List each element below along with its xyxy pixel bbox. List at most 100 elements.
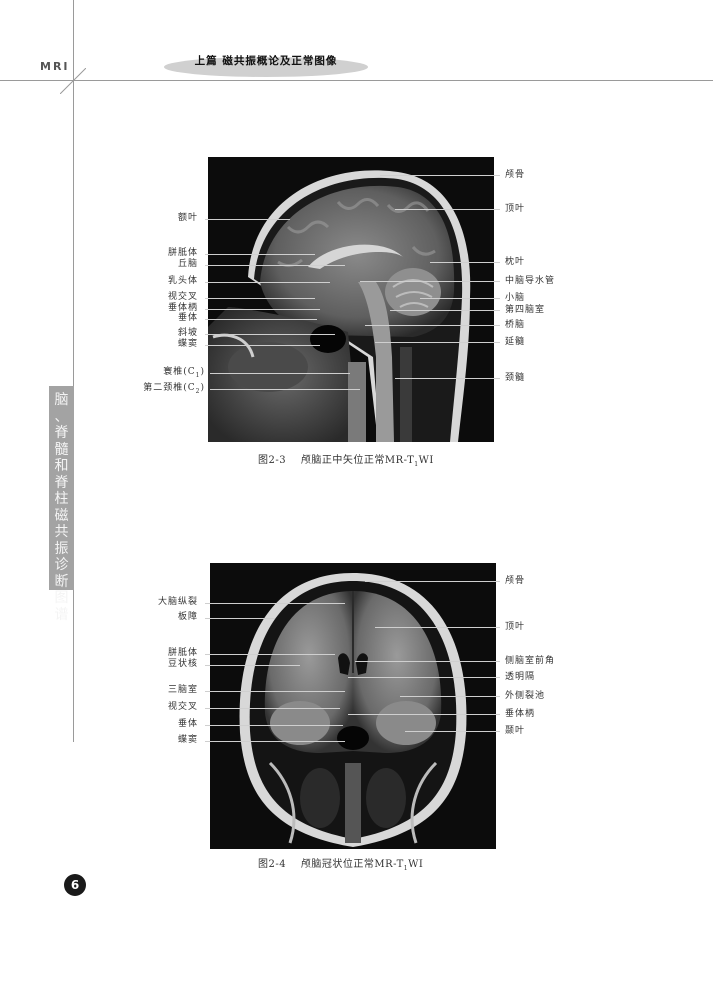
label-atlas-text: 寰椎(C — [163, 367, 196, 377]
leader-line — [395, 209, 500, 210]
margin-rule-vertical — [73, 0, 74, 742]
label-parietal-lobe: 顶叶 — [505, 204, 526, 214]
label-mammillary-body: 乳头体 — [167, 276, 198, 286]
label-temporal-lobe: 颞叶 — [505, 726, 526, 736]
leader-line — [355, 661, 500, 662]
label-corpus-callosum-2: 胼胝体 — [167, 648, 198, 658]
label-thalamus: 丘脑 — [177, 259, 198, 269]
label-diploe: 板障 — [177, 612, 198, 622]
label-clivus: 斜坡 — [177, 328, 198, 338]
leader-line — [205, 265, 345, 266]
leader-line — [430, 262, 500, 263]
label-atlas-sub: 1 — [195, 371, 201, 379]
leader-line — [420, 298, 500, 299]
label-skull-2: 颅骨 — [505, 576, 526, 586]
leader-line — [205, 741, 345, 742]
leader-line — [395, 378, 500, 379]
leader-line — [365, 325, 500, 326]
corner-ornament — [60, 68, 86, 94]
page-number-badge: 6 — [64, 874, 86, 896]
leader-line — [205, 654, 335, 655]
leader-line — [210, 389, 360, 390]
label-pituitary-stalk: 垂体柄 — [167, 303, 198, 313]
leader-line — [205, 282, 330, 283]
figure-2-4-number: 图2-4 — [258, 859, 287, 870]
label-optic-chiasm-2: 视交叉 — [167, 702, 198, 712]
side-tab-char: 髓 — [54, 441, 69, 458]
header-rule — [0, 80, 713, 81]
leader-line — [205, 708, 340, 709]
leader-line — [205, 309, 320, 310]
leader-line — [205, 254, 315, 255]
label-cerebral-aqueduct: 中脑导水管 — [505, 276, 556, 286]
leader-line — [380, 175, 500, 176]
leader-line — [205, 618, 275, 619]
figure-2-3-title-sub: 1 — [414, 461, 419, 468]
side-tab-char: 诊 — [54, 557, 69, 573]
label-pituitary: 垂体 — [177, 313, 198, 323]
figure-2-4-caption: 图2-4 颅脑冠状位正常MR-T1WI — [258, 855, 423, 872]
leader-line — [375, 342, 500, 343]
figure-2-4-title-suffix: WI — [408, 859, 424, 870]
running-header-title: 上篇 磁共振概论及正常图像 — [194, 55, 338, 67]
label-axis-text: 第二颈椎(C — [143, 383, 196, 393]
label-fourth-ventricle: 第四脑室 — [505, 305, 546, 315]
label-sphenoid-sinus-2: 蝶窦 — [177, 735, 198, 745]
label-pituitary-2: 垂体 — [177, 719, 198, 729]
leader-line — [205, 665, 300, 666]
leader-line — [348, 714, 500, 715]
leader-line — [390, 310, 500, 311]
figure-2-3-title: 颅脑正中矢位正常MR-T — [300, 455, 415, 466]
label-parietal-lobe-2: 顶叶 — [505, 622, 526, 632]
side-chapter-text: 脑、脊髓和脊柱磁共振诊断图谱 — [49, 392, 74, 623]
label-third-ventricle: 三脑室 — [167, 685, 198, 695]
leader-line — [375, 627, 500, 628]
leader-line — [205, 725, 343, 726]
leader-line — [205, 691, 345, 692]
label-optic-chiasm: 视交叉 — [167, 292, 198, 302]
sagittal-mri-image — [208, 157, 494, 442]
leader-line — [205, 603, 345, 604]
side-chapter-tab — [49, 386, 74, 590]
header-title-backdrop — [164, 57, 368, 77]
figure-2-4-title-sub: 1 — [403, 865, 409, 872]
side-tab-char: 图 — [54, 590, 69, 606]
side-tab-char: 脊 — [54, 425, 69, 441]
label-septum-pellucidum: 透明隔 — [505, 672, 536, 682]
mri-logo: MRI — [40, 60, 70, 73]
side-tab-char: 、 — [54, 408, 69, 425]
label-frontal-lobe: 额叶 — [177, 213, 198, 223]
side-tab-char: 和 — [54, 458, 69, 474]
leader-line — [205, 334, 335, 335]
label-cerebellum: 小脑 — [505, 293, 526, 303]
label-lentiform-nucleus: 豆状核 — [167, 659, 198, 669]
label-cervical-cord: 颈髓 — [505, 373, 526, 383]
label-longitudinal-fissure: 大脑纵裂 — [157, 597, 198, 607]
side-tab-char: 振 — [54, 540, 69, 557]
label-occipital-lobe: 枕叶 — [505, 257, 526, 267]
label-sphenoid-sinus: 蝶窦 — [177, 339, 198, 349]
leader-line — [205, 219, 290, 220]
leader-line — [360, 281, 500, 282]
label-pituitary-stalk-2: 垂体柄 — [505, 709, 536, 719]
label-atlas: 寰椎(C1) — [163, 367, 205, 379]
side-tab-char: 谱 — [54, 606, 69, 623]
side-tab-char: 磁 — [54, 507, 69, 524]
label-medulla: 延髓 — [505, 337, 526, 347]
figure-2-3-number: 图2-3 — [258, 455, 287, 466]
side-tab-char: 断 — [54, 573, 69, 590]
leader-line — [348, 677, 500, 678]
leader-line — [205, 319, 317, 320]
side-tab-char: 柱 — [54, 491, 69, 507]
label-skull: 颅骨 — [505, 170, 526, 180]
leader-line — [405, 731, 500, 732]
side-tab-char: 脊 — [54, 474, 69, 491]
label-corpus-callosum: 胼胝体 — [167, 248, 198, 258]
leader-line — [400, 696, 500, 697]
label-pons: 桥脑 — [505, 320, 526, 330]
figure-2-3-caption: 图2-3 颅脑正中矢位正常MR-T1WI — [258, 451, 434, 468]
label-axis: 第二颈椎(C2) — [143, 383, 205, 395]
side-tab-char: 共 — [54, 524, 69, 540]
leader-line — [205, 345, 320, 346]
leader-line — [365, 581, 500, 582]
